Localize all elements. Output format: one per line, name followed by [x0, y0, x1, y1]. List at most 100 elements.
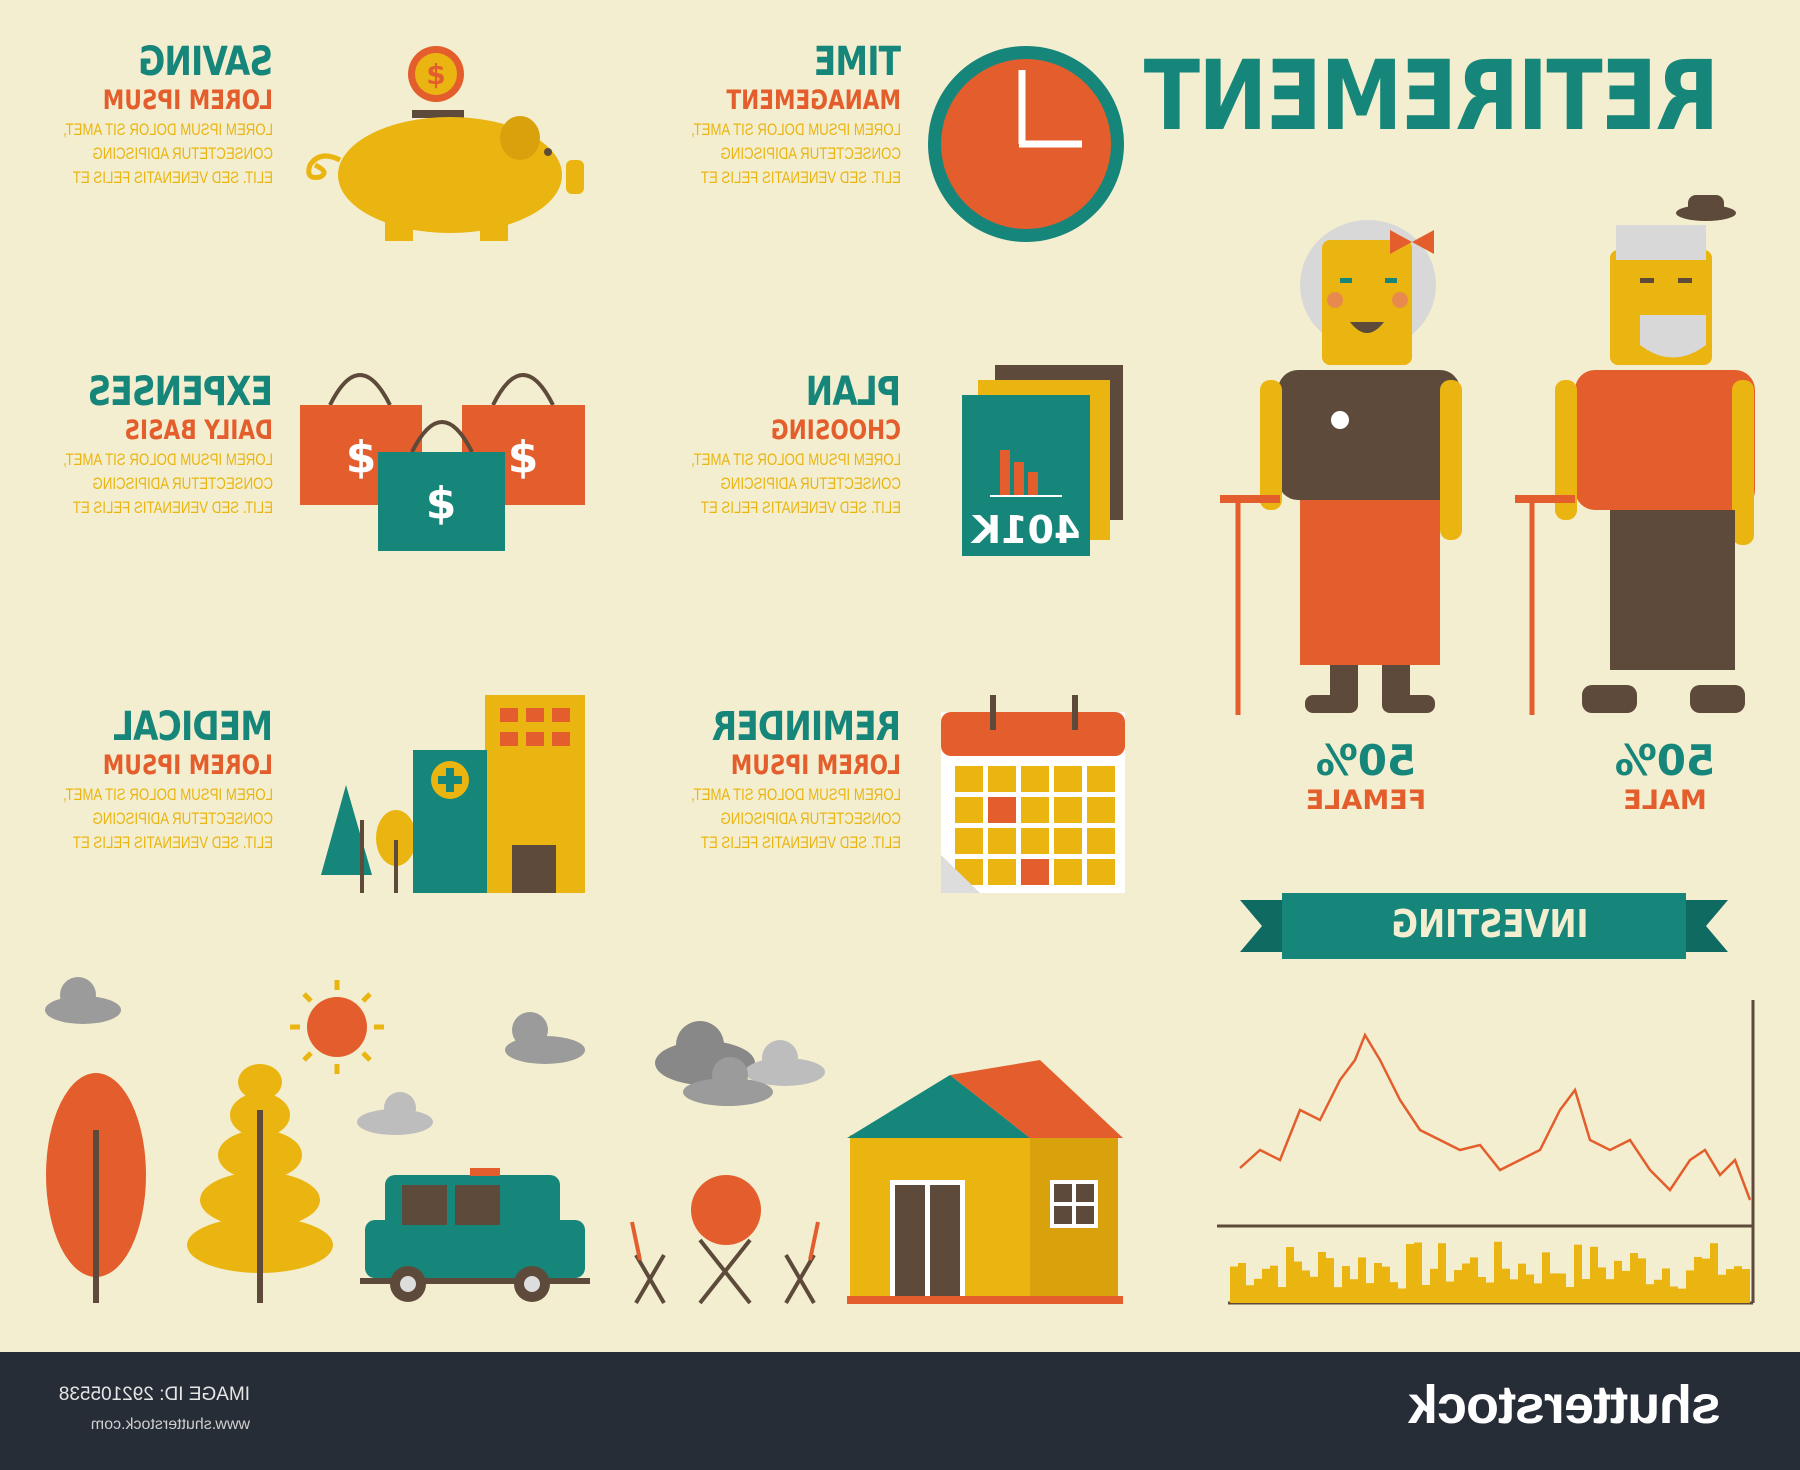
bag-dollar-symbol: $: [508, 432, 539, 483]
item-medical: MEDICAL LOREM IPSUM LOREM IPSUM DOLOR SI…: [40, 704, 273, 855]
chart-bar: [1638, 1258, 1646, 1303]
cloud-icon: [505, 1012, 585, 1064]
chart-bar: [1590, 1246, 1598, 1303]
chart-bar: [1558, 1273, 1566, 1303]
investing-banner: [1240, 893, 1728, 959]
calendar-day: [1021, 859, 1049, 885]
chart-bar: [1734, 1266, 1742, 1303]
chart-bar: [1566, 1287, 1574, 1303]
calendar-icon: [941, 695, 1125, 893]
item-subheading: CHOOSING: [770, 415, 901, 446]
shutterstock-logo: shutterstock: [1408, 1375, 1722, 1435]
chart-bar: [1446, 1281, 1454, 1303]
chart-bar: [1686, 1270, 1694, 1303]
chart-bar: [1614, 1260, 1622, 1303]
calendar-day: [1054, 859, 1082, 885]
401k-document-icon: 401K: [962, 365, 1123, 556]
chart-bar: [1286, 1247, 1294, 1303]
bag-dollar-symbol: $: [426, 478, 457, 529]
chart-bar: [1494, 1241, 1502, 1303]
item-body-line: ELIT. SED VENENATIS FELIS ET: [700, 168, 901, 187]
calendar-day: [1087, 797, 1115, 823]
chart-bar: [1662, 1268, 1670, 1303]
calendar-day: [1021, 766, 1049, 792]
item-heading: SAVING: [139, 39, 273, 85]
cloud-icon: [357, 1092, 433, 1135]
chart-bar: [1270, 1265, 1278, 1303]
calendar-day: [955, 797, 983, 823]
tree-icon: [46, 1073, 146, 1303]
chart-bar: [1678, 1288, 1686, 1303]
female-label: FEMALE: [1305, 785, 1427, 816]
chart-bar: [1454, 1270, 1462, 1303]
chart-bar: [1390, 1282, 1398, 1303]
chart-bar: [1470, 1257, 1478, 1303]
item-subheading: DAILY BASIS: [124, 415, 273, 446]
item-body-line: CONSECTETUR ADIPISCING: [720, 474, 901, 493]
chart-bar: [1606, 1279, 1614, 1303]
chart-bar: [1366, 1283, 1374, 1303]
chart-bar: [1486, 1282, 1494, 1303]
item-body-line: LOREM IPSUM DOLOR SIT AMET,: [691, 785, 901, 804]
chart-bar: [1334, 1287, 1342, 1303]
item-time-management: TIME MANAGEMENT LOREM IPSUM DOLOR SIT AM…: [660, 39, 901, 190]
chart-bar: [1694, 1256, 1702, 1303]
sun-icon: [290, 980, 384, 1074]
item-body-line: CONSECTETUR ADIPISCING: [92, 144, 273, 163]
calendar-day: [1087, 766, 1115, 792]
coin-dollar-symbol: $: [426, 58, 445, 91]
shopping-bags-icon: $ $ $: [300, 373, 585, 551]
calendar-day: [955, 766, 983, 792]
chart-bar: [1718, 1274, 1726, 1303]
item-body-line: ELIT. SED VENENATIS FELIS ET: [72, 833, 273, 852]
chart-bar: [1462, 1263, 1470, 1303]
item-body-line: LOREM IPSUM DOLOR SIT AMET,: [63, 120, 273, 139]
item-body-line: LOREM IPSUM DOLOR SIT AMET,: [63, 450, 273, 469]
chart-bar: [1542, 1252, 1550, 1303]
chart-bar: [1294, 1261, 1302, 1303]
chart-bar: [1310, 1276, 1318, 1303]
item-subheading: MANAGEMENT: [726, 85, 901, 116]
landscape-scene: [45, 977, 1123, 1305]
item-body-line: ELIT. SED VENENATIS FELIS ET: [700, 833, 901, 852]
footer-url[interactable]: www.shutterstock.com: [90, 1416, 250, 1433]
chart-bar: [1406, 1244, 1414, 1303]
investing-banner-label: INVESTING: [1391, 902, 1589, 946]
calendar-day: [988, 797, 1016, 823]
female-stat: 50% FEMALE: [1276, 736, 1456, 818]
calendar-day: [988, 766, 1016, 792]
cloud-icon: [683, 1057, 773, 1106]
item-body-line: CONSECTETUR ADIPISCING: [92, 474, 273, 493]
clock-icon: [928, 46, 1124, 242]
male-percent: 50%: [1614, 736, 1716, 785]
chart-bar: [1502, 1268, 1510, 1303]
chart-bar: [1702, 1258, 1710, 1303]
car-icon: [360, 1168, 590, 1302]
elderly-woman-figure: [1220, 220, 1462, 715]
chart-bar: [1582, 1279, 1590, 1303]
chart-bar: [1230, 1266, 1238, 1303]
chart-bar: [1526, 1274, 1534, 1303]
chart-bar: [1262, 1268, 1270, 1303]
chart-bar: [1358, 1257, 1366, 1303]
bow-icon: [1390, 230, 1434, 254]
item-heading: TIME: [814, 39, 901, 85]
chart-bar: [1414, 1242, 1422, 1303]
item-subheading: LOREM IPSUM: [730, 750, 901, 781]
chart-bar: [1246, 1285, 1254, 1303]
elderly-man-figure: [1515, 195, 1755, 715]
chart-bar: [1438, 1243, 1446, 1303]
chart-bar: [1646, 1284, 1654, 1303]
chart-bar: [1550, 1273, 1558, 1303]
item-subheading: LOREM IPSUM: [102, 85, 273, 116]
table-chairs-icon: [630, 1175, 820, 1305]
chart-bar: [1278, 1287, 1286, 1303]
chart-bar: [1654, 1279, 1662, 1303]
chart-bar: [1350, 1279, 1358, 1303]
item-body-line: ELIT. SED VENENATIS FELIS ET: [72, 168, 273, 187]
investing-chart: [1217, 1000, 1755, 1305]
chart-bar: [1398, 1288, 1406, 1303]
item-heading: REMINDER: [712, 704, 901, 750]
illustrations: $ $ $ $ 401K: [45, 46, 1755, 1305]
image-id: IMAGE ID: 292105538: [58, 1384, 250, 1405]
